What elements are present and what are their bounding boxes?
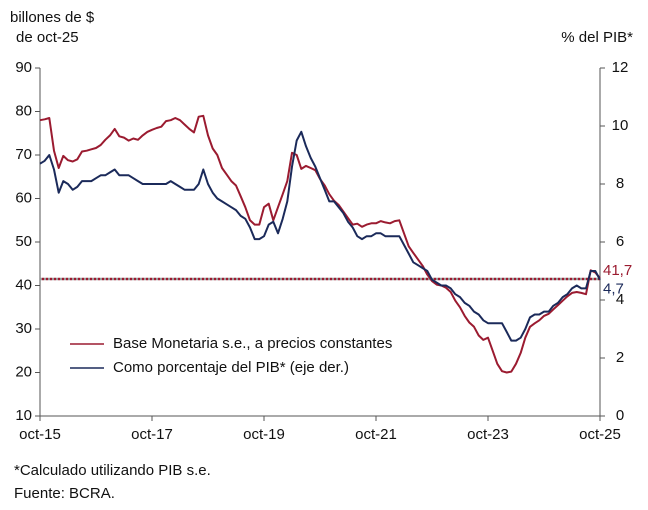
y-tick-label: 40 bbox=[15, 276, 32, 293]
y-tick-label: 50 bbox=[15, 233, 32, 250]
source: Fuente: BCRA. bbox=[14, 485, 115, 502]
y-tick-label: 30 bbox=[15, 320, 32, 337]
y-tick-label: 60 bbox=[15, 189, 32, 206]
y2-tick-label: 12 bbox=[612, 59, 629, 76]
x-tick-label: oct-23 bbox=[467, 426, 509, 443]
y2-tick-label: 8 bbox=[616, 175, 624, 192]
y-tick-label: 90 bbox=[15, 59, 32, 76]
y-axis-title: billones de $ bbox=[10, 9, 95, 26]
y2-tick-label: 10 bbox=[612, 117, 629, 134]
footnote: *Calculado utilizando PIB s.e. bbox=[14, 462, 211, 479]
y2-tick-label: 2 bbox=[616, 349, 624, 366]
y2-tick-label: 4 bbox=[616, 291, 624, 308]
series-line bbox=[39, 130, 601, 342]
y-tick-label: 80 bbox=[15, 102, 32, 119]
x-tick-label: oct-19 bbox=[243, 426, 285, 443]
y-tick-label: 70 bbox=[15, 146, 32, 163]
x-tick-label: oct-17 bbox=[131, 426, 173, 443]
y2-tick-label: 6 bbox=[616, 233, 624, 250]
y2-axis-title: % del PIB* bbox=[561, 29, 633, 46]
x-tick-label: oct-21 bbox=[355, 426, 397, 443]
y-tick-label: 20 bbox=[15, 363, 32, 380]
y2-tick-label: 0 bbox=[616, 407, 624, 424]
legend-label: Como porcentaje del PIB* (eje der.) bbox=[113, 359, 349, 376]
value-label: 41,7 bbox=[603, 262, 632, 279]
value-label: 4,7 bbox=[603, 281, 624, 298]
y-tick-label: 10 bbox=[15, 407, 32, 424]
x-tick-label: oct-15 bbox=[19, 426, 61, 443]
legend-label: Base Monetaria s.e., a precios constante… bbox=[113, 335, 392, 352]
x-tick-label: oct-25 bbox=[579, 426, 621, 443]
y-axis-title: de oct-25 bbox=[16, 29, 79, 46]
